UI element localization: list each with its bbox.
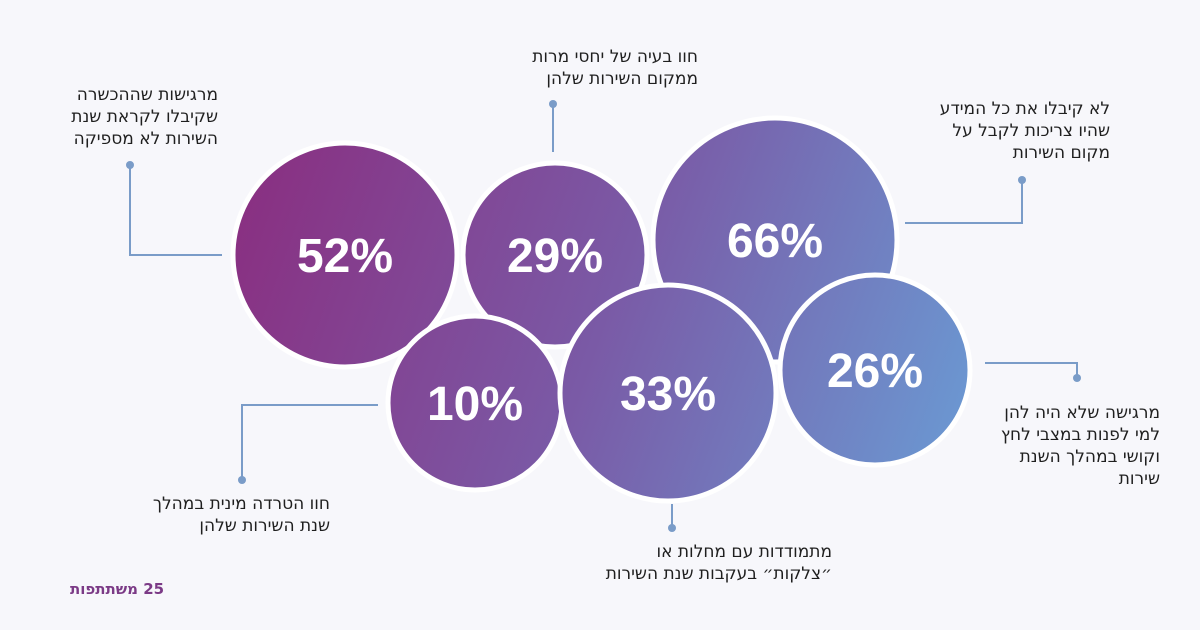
bubble-label-26: מרגישה שלא היה להן למי לפנות במצבי לחץ וקו… [1001,402,1160,490]
bubble-label-line: וקושי במהלך השנת [1019,447,1160,467]
bubble-label-line: למי לפנות במצבי לחץ [1000,425,1160,445]
bubble-label-line: חוו בעיה של יחסי מרות [532,47,698,67]
bubble-label-line: מתמודדות עם מחלות או [656,542,832,562]
connector-dot-26 [1073,374,1081,382]
connector-dot-33 [668,524,676,532]
bubble-label-52: מרגישות שההכשרה שקיבלו לקראת שנת השירות לא… [71,84,218,150]
bubble-label-line: לא קיבלו את כל המידע [939,99,1110,119]
connector-line-52 [129,165,222,256]
bubble-33 [557,282,779,504]
bubble-label-line: השירות לא מספיקה [73,129,218,149]
bubble-label-line: מקום השירות [1012,143,1110,163]
bubble-label-line: שנת השירות שלהן [199,516,330,536]
connector-line-66 [905,180,1023,224]
bubble-value-52: 52% [297,230,393,283]
bubble-26 [777,272,973,468]
bubble-value-29: 29% [507,230,603,283]
bubble-value-10: 10% [427,378,523,431]
bubble-label-line: מרגישה שלא היה להן [1004,403,1160,423]
bubble-value-26: 26% [827,345,923,398]
connector-dot-52 [126,161,134,169]
bubble-29 [460,160,650,350]
connector-dot-66 [1018,176,1026,184]
bubble-label-line: ״צלקות״ בעקבות שנת השירות [605,564,832,584]
bubble-label-29: חוו בעיה של יחסי מרות ממקום השירות שלהן [532,46,698,90]
bubble-label-line: שקיבלו לקראת שנת [71,107,218,127]
participants-count: 25 משתתפות [70,580,165,598]
bubble-label-line: ממקום השירות שלהן [546,69,698,89]
bubble-label-line: שהיו צריכות לקבל על [952,121,1110,141]
bubble-label-line: חוו הטרדה מינית במהלך [152,494,330,514]
connector-dot-10 [238,476,246,484]
bubble-label-line: שירות [1118,469,1160,489]
bubble-label-line: מרגישות שההכשרה [76,85,218,105]
connector-line-26 [985,362,1078,378]
bubble-value-33: 33% [620,368,716,421]
bubble-label-10: חוו הטרדה מינית במהלך שנת השירות שלהן [153,493,330,537]
bubble-52 [230,140,460,370]
bubble-label-66: לא קיבלו את כל המידע שהיו צריכות לקבל על מ… [940,98,1110,164]
connector-line-10 [241,404,378,480]
connector-dot-29 [549,100,557,108]
bubble-label-33: מתמודדות עם מחלות או ״צלקות״ בעקבות שנת ה… [606,541,832,585]
bubble-value-66: 66% [727,215,823,268]
